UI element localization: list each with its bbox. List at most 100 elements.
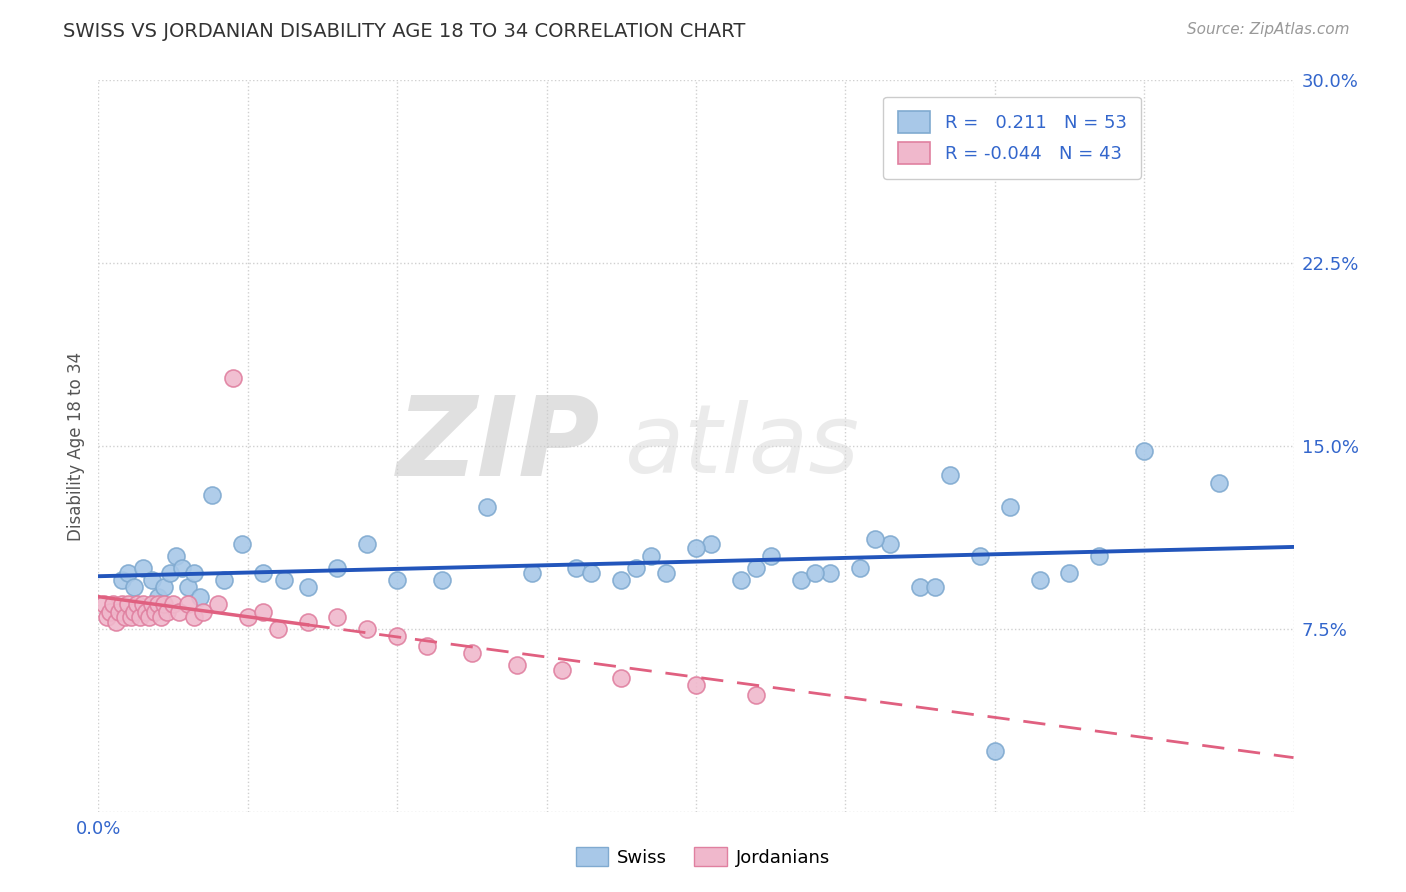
- Point: [685, 678, 707, 692]
- Point: [326, 561, 349, 575]
- Point: [165, 549, 187, 563]
- Point: [188, 590, 211, 604]
- Point: [172, 561, 194, 575]
- Point: [150, 609, 173, 624]
- Point: [820, 566, 842, 580]
- Point: [640, 549, 662, 563]
- Point: [297, 581, 319, 595]
- Point: [969, 549, 991, 563]
- Point: [222, 370, 245, 384]
- Point: [252, 605, 274, 619]
- Point: [267, 622, 290, 636]
- Point: [430, 573, 453, 587]
- Point: [1059, 566, 1081, 580]
- Point: [93, 598, 115, 612]
- Text: SWISS VS JORDANIAN DISABILITY AGE 18 TO 34 CORRELATION CHART: SWISS VS JORDANIAN DISABILITY AGE 18 TO …: [63, 22, 745, 41]
- Point: [939, 468, 962, 483]
- Legend: R =   0.211   N = 53, R = -0.044   N = 43: R = 0.211 N = 53, R = -0.044 N = 43: [883, 96, 1142, 178]
- Point: [356, 536, 378, 550]
- Point: [105, 615, 128, 629]
- Point: [297, 615, 319, 629]
- Point: [789, 573, 811, 587]
- Point: [167, 605, 190, 619]
- Point: [924, 581, 946, 595]
- Text: ZIP: ZIP: [396, 392, 600, 500]
- Point: [159, 566, 181, 580]
- Point: [461, 646, 484, 660]
- Point: [475, 500, 498, 514]
- Point: [849, 561, 872, 575]
- Point: [1028, 573, 1050, 587]
- Point: [124, 581, 146, 595]
- Point: [385, 629, 409, 643]
- Point: [385, 573, 409, 587]
- Point: [143, 605, 166, 619]
- Point: [745, 688, 768, 702]
- Point: [132, 598, 155, 612]
- Point: [730, 573, 752, 587]
- Point: [141, 573, 163, 587]
- Point: [153, 581, 176, 595]
- Point: [124, 605, 146, 619]
- Point: [550, 663, 572, 677]
- Point: [108, 605, 131, 619]
- Point: [610, 671, 633, 685]
- Point: [191, 605, 214, 619]
- Point: [212, 573, 235, 587]
- Point: [103, 598, 125, 612]
- Legend: Swiss, Jordanians: Swiss, Jordanians: [568, 840, 838, 874]
- Point: [129, 609, 152, 624]
- Point: [183, 566, 205, 580]
- Point: [1088, 549, 1111, 563]
- Point: [111, 598, 134, 612]
- Point: [759, 549, 782, 563]
- Point: [655, 566, 678, 580]
- Point: [745, 561, 768, 575]
- Point: [177, 581, 200, 595]
- Point: [141, 598, 163, 612]
- Point: [207, 598, 229, 612]
- Point: [135, 605, 157, 619]
- Point: [236, 609, 259, 624]
- Text: Source: ZipAtlas.com: Source: ZipAtlas.com: [1187, 22, 1350, 37]
- Point: [183, 609, 205, 624]
- Y-axis label: Disability Age 18 to 34: Disability Age 18 to 34: [66, 351, 84, 541]
- Point: [111, 573, 134, 587]
- Point: [626, 561, 648, 575]
- Point: [506, 658, 529, 673]
- Point: [565, 561, 588, 575]
- Point: [117, 598, 139, 612]
- Point: [908, 581, 931, 595]
- Point: [356, 622, 378, 636]
- Point: [162, 598, 184, 612]
- Point: [1133, 443, 1156, 458]
- Point: [96, 609, 118, 624]
- Point: [132, 561, 155, 575]
- Point: [273, 573, 295, 587]
- Point: [998, 500, 1021, 514]
- Point: [610, 573, 633, 587]
- Point: [252, 566, 274, 580]
- Point: [148, 598, 170, 612]
- Point: [138, 609, 160, 624]
- Point: [148, 590, 170, 604]
- Point: [416, 639, 439, 653]
- Point: [156, 605, 179, 619]
- Point: [231, 536, 253, 550]
- Point: [120, 609, 142, 624]
- Point: [984, 744, 1007, 758]
- Point: [581, 566, 603, 580]
- Point: [326, 609, 349, 624]
- Point: [1208, 475, 1230, 490]
- Point: [700, 536, 723, 550]
- Point: [879, 536, 901, 550]
- Point: [520, 566, 543, 580]
- Text: atlas: atlas: [624, 400, 859, 492]
- Point: [98, 605, 122, 619]
- Point: [865, 532, 887, 546]
- Point: [804, 566, 827, 580]
- Point: [177, 598, 200, 612]
- Point: [114, 609, 136, 624]
- Point: [153, 598, 176, 612]
- Point: [201, 488, 224, 502]
